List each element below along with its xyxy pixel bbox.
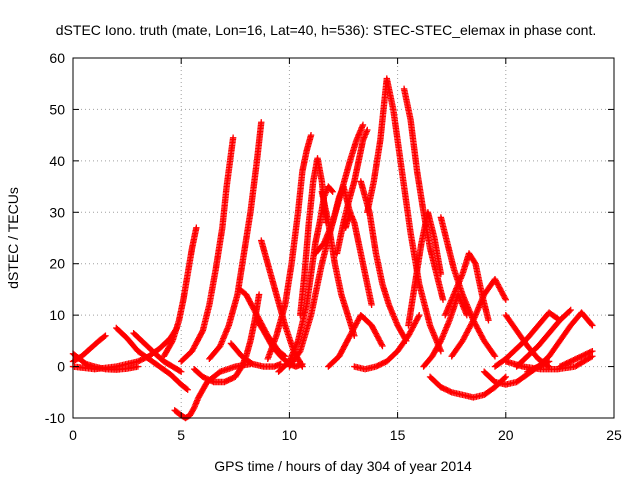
x-tick-label: 5 — [177, 427, 185, 443]
data-point — [437, 347, 445, 355]
data-point — [329, 188, 336, 195]
y-tick-label: 30 — [49, 204, 65, 220]
data-point — [193, 224, 200, 231]
data-series-arc — [325, 311, 386, 370]
data-point — [102, 332, 109, 339]
data-point — [485, 317, 492, 324]
data-point — [502, 296, 509, 303]
data-point — [437, 270, 445, 278]
data-point — [379, 342, 386, 350]
data-series-arc — [113, 324, 191, 393]
data-point — [490, 351, 498, 359]
data-point — [298, 362, 305, 369]
data-point — [178, 368, 185, 375]
data-point — [502, 373, 509, 381]
plot-frame — [72, 57, 615, 419]
y-tick-label: 40 — [49, 153, 65, 169]
data-series-arc — [264, 131, 315, 363]
y-tick-label: -10 — [45, 410, 65, 426]
data-series-arc — [491, 309, 564, 370]
data-point — [415, 313, 422, 320]
data-point — [198, 328, 206, 336]
data-point — [184, 386, 191, 393]
data-point — [378, 341, 385, 348]
data-point — [277, 360, 284, 368]
x-tick-label: 10 — [282, 427, 298, 443]
data-point — [307, 131, 315, 139]
data-point — [501, 295, 509, 302]
data-series-arc — [502, 353, 596, 373]
data-series-arc — [405, 209, 445, 329]
data-point — [587, 353, 595, 361]
y-tick-label: 0 — [57, 359, 65, 375]
x-tick-label: 20 — [498, 427, 514, 443]
x-tick-label: 0 — [69, 427, 77, 443]
data-point — [299, 363, 306, 370]
data-series-arc — [206, 119, 265, 363]
data-point — [469, 318, 476, 325]
data-point — [439, 296, 447, 303]
y-tick-label: 50 — [49, 101, 65, 117]
y-tick-label: 60 — [49, 50, 65, 66]
data-point — [416, 311, 423, 319]
data-series-arc — [426, 373, 509, 401]
y-tick-label: 10 — [49, 307, 65, 323]
y-axis-label: dSTEC / TECUs — [5, 187, 21, 289]
data-point — [229, 134, 237, 141]
y-tick-label: 20 — [49, 256, 65, 272]
data-point — [567, 306, 574, 314]
data-series-arc — [160, 224, 200, 360]
data-series-arc — [556, 347, 596, 370]
data-series-arc — [69, 332, 109, 365]
data-point — [359, 121, 367, 129]
data-series-arc — [437, 214, 499, 360]
data-series-arc — [502, 311, 553, 370]
data-series-arc — [342, 209, 375, 309]
data-point — [491, 353, 499, 360]
data-point — [471, 259, 478, 266]
data-point — [368, 301, 375, 309]
data-series-arc — [420, 291, 471, 370]
data-point — [183, 385, 190, 393]
chart-title: dSTEC Iono. truth (mate, Lon=16, Lat=40,… — [56, 22, 596, 38]
x-tick-label: 15 — [390, 427, 406, 443]
data-series-arc — [364, 75, 445, 355]
x-tick-label: 25 — [606, 427, 622, 443]
data-point — [589, 353, 596, 360]
data-series-arc — [130, 329, 185, 375]
data-series-arc — [258, 237, 306, 370]
data-point — [255, 291, 263, 298]
data-point — [328, 187, 336, 194]
data-series-arc — [227, 340, 284, 370]
data-series — [69, 75, 596, 422]
data-point — [501, 374, 508, 382]
data-series-arc — [448, 275, 509, 360]
data-point — [588, 321, 595, 328]
data-point — [176, 367, 184, 375]
x-axis-label: GPS time / hours of day 304 of year 2014 — [214, 458, 472, 474]
data-point — [364, 126, 371, 134]
data-point — [258, 119, 265, 126]
data-point — [589, 322, 596, 329]
data-point — [101, 333, 108, 340]
data-series-arc — [178, 134, 237, 365]
data-series-arc — [351, 311, 423, 373]
data-series-arc — [69, 324, 181, 373]
data-point — [566, 307, 573, 315]
data-series-arc — [442, 250, 492, 324]
data-point — [296, 349, 303, 356]
